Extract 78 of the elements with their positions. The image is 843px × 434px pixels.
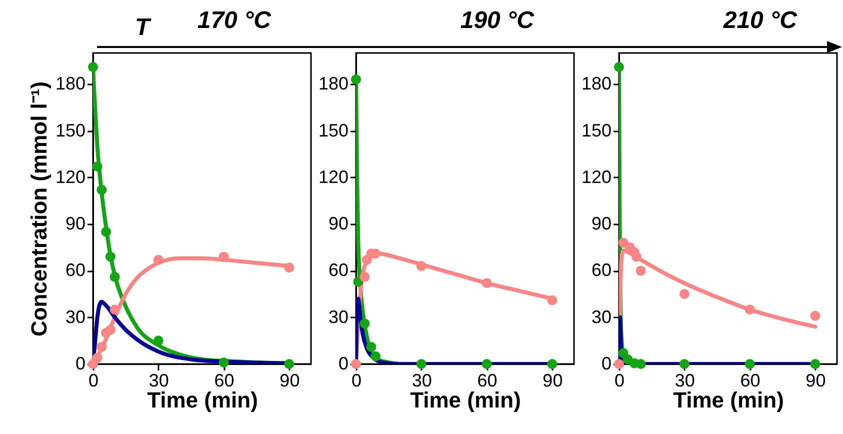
point [679, 289, 690, 300]
point [105, 324, 116, 335]
y-tick-label: 30 [65, 306, 86, 327]
point [92, 162, 102, 172]
chart-title: 210 °C [722, 7, 798, 34]
point [482, 359, 492, 369]
x-tick-label: 60 [740, 370, 760, 390]
x-tick-label: 60 [214, 370, 234, 390]
y-tick-label: 0 [601, 354, 612, 374]
point [218, 357, 229, 368]
point [105, 252, 116, 262]
y-tick-label: 60 [65, 260, 86, 280]
point [101, 226, 112, 237]
y-tick-label: 90 [591, 214, 612, 234]
chart-title: 170 °C [197, 7, 272, 34]
x-axis-title: Time (min) [410, 388, 521, 412]
point [96, 184, 107, 195]
y-tick-label: 120 [55, 166, 86, 187]
point [110, 304, 120, 315]
point [351, 74, 361, 84]
x-tick-label: 30 [412, 370, 432, 390]
point [110, 272, 120, 282]
point [631, 252, 642, 262]
y-tick-label: 60 [328, 260, 348, 280]
point [360, 272, 370, 282]
point [482, 278, 492, 288]
x-axis-title: Time (min) [147, 388, 258, 412]
point [88, 62, 98, 72]
point [636, 359, 646, 369]
x-axis-title: Time (min) [673, 388, 784, 412]
y-tick-label: 150 [318, 120, 348, 140]
x-tick-label: 60 [477, 370, 498, 390]
y-tick-label: 60 [591, 260, 612, 280]
y-tick-label: 90 [328, 214, 348, 234]
point [679, 359, 690, 369]
y-tick-label: 0 [75, 354, 86, 374]
point [284, 262, 294, 273]
point [614, 62, 624, 72]
point [810, 310, 820, 321]
y-tick-label: 180 [318, 74, 348, 94]
point [810, 359, 820, 369]
y-axis-title: Concentration (mmol l⁻¹) [26, 81, 52, 337]
y-tick-label: 180 [581, 74, 612, 94]
y-tick-label: 180 [55, 74, 86, 94]
point [92, 352, 102, 363]
x-tick-label: 0 [614, 370, 625, 390]
x-tick-label: 0 [351, 370, 362, 390]
y-tick-label: 0 [338, 354, 348, 374]
x-tick-label: 90 [542, 370, 563, 390]
y-tick-label: 120 [581, 166, 612, 187]
point [416, 359, 426, 369]
y-tick-label: 150 [55, 120, 86, 140]
point [547, 295, 558, 306]
point [153, 254, 164, 265]
y-tick-label: 30 [591, 306, 612, 327]
point [744, 304, 755, 315]
point [370, 351, 381, 362]
y-tick-label: 120 [318, 166, 348, 187]
point [636, 266, 646, 276]
point [547, 359, 558, 369]
point [360, 318, 370, 329]
point [416, 261, 426, 272]
point [153, 336, 164, 346]
point [366, 342, 376, 352]
x-tick-label: 30 [674, 370, 695, 390]
text: T [135, 14, 150, 42]
y-tick-label: 30 [328, 306, 348, 327]
chart-title: 190 °C [460, 7, 535, 34]
point [96, 342, 107, 352]
x-tick-label: 90 [280, 370, 300, 390]
point [284, 359, 294, 369]
point [218, 252, 229, 262]
y-tick-label: 90 [65, 214, 86, 234]
y-tick-label: 150 [581, 120, 612, 140]
x-tick-label: 30 [148, 370, 169, 390]
x-tick-label: 0 [88, 370, 99, 390]
x-tick-label: 90 [806, 370, 826, 390]
point [744, 359, 755, 369]
